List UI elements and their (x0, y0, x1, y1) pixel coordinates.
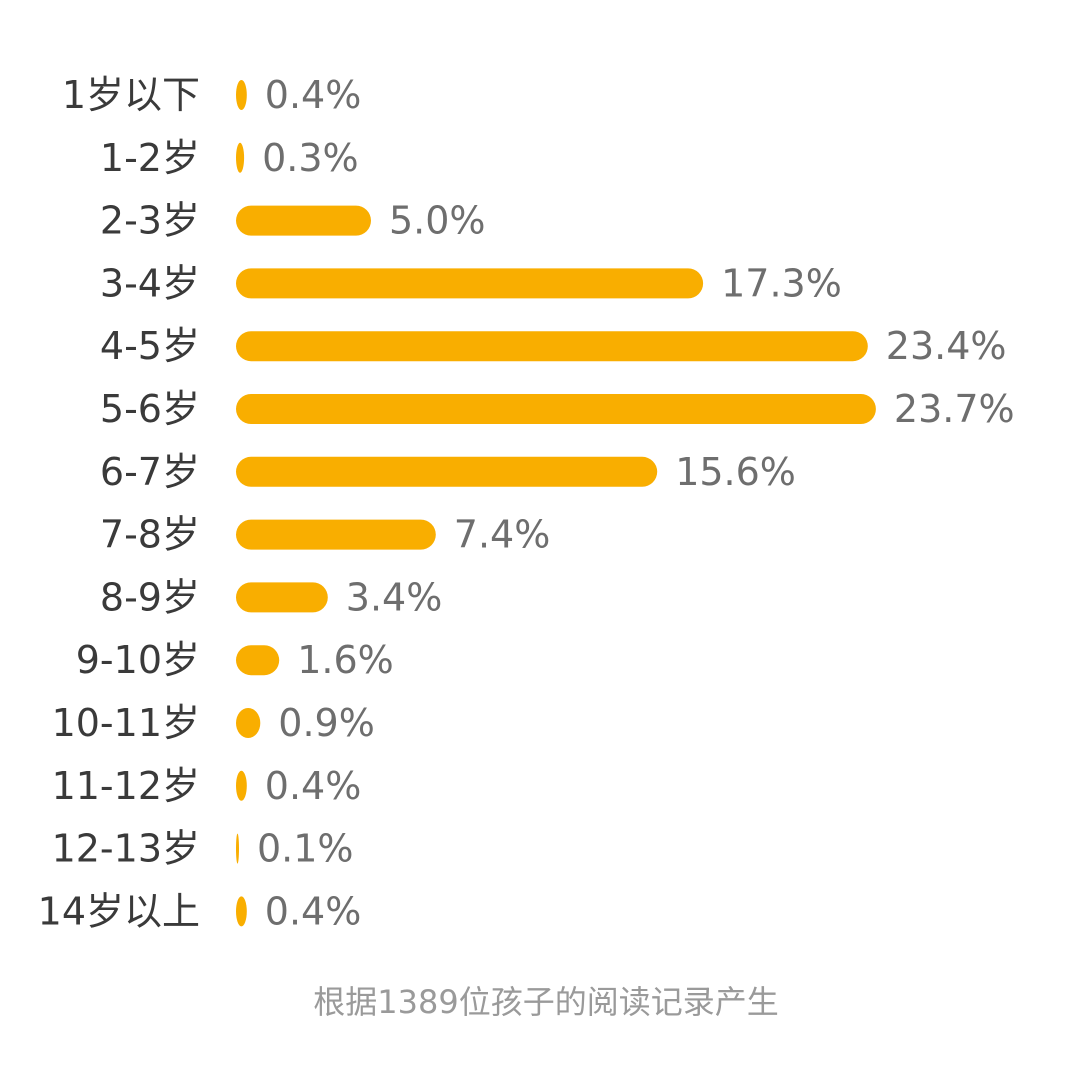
category-label-2: 2-3岁 (100, 199, 200, 243)
value-label-10: 0.9% (278, 701, 375, 745)
bar-6 (236, 456, 658, 487)
category-label-13: 14岁以上 (38, 889, 200, 933)
value-label-2: 5.0% (389, 199, 486, 243)
category-label-9: 9-10岁 (76, 638, 200, 682)
category-label-11: 11-12岁 (52, 764, 200, 808)
bar-4 (236, 331, 868, 362)
value-label-4: 23.4% (886, 324, 1007, 368)
bar-12 (236, 833, 239, 864)
value-label-7: 7.4% (454, 513, 551, 557)
category-label-3: 3-4岁 (100, 261, 200, 305)
bar-2 (236, 205, 371, 236)
category-label-4: 4-5岁 (100, 324, 200, 368)
category-label-1: 1-2岁 (100, 136, 200, 180)
bar-9 (236, 645, 280, 676)
value-label-12: 0.1% (257, 827, 354, 871)
category-label-12: 12-13岁 (52, 827, 200, 871)
chart-footnote: 根据1389位孩子的阅读记录产生 (313, 983, 779, 1021)
category-label-6: 6-7岁 (100, 450, 200, 494)
value-label-11: 0.4% (265, 764, 362, 808)
value-label-0: 0.4% (265, 73, 362, 117)
bar-3 (236, 268, 704, 299)
bar-5 (236, 394, 876, 424)
category-label-8: 8-9岁 (100, 575, 200, 619)
bar-0 (236, 80, 247, 110)
value-label-6: 15.6% (675, 450, 796, 494)
value-label-5: 23.7% (894, 387, 1015, 431)
bar-11 (236, 770, 247, 801)
bar-13 (236, 896, 247, 927)
category-label-7: 7-8岁 (100, 513, 200, 557)
bar-10 (236, 708, 261, 738)
category-label-0: 1岁以下 (62, 73, 200, 117)
value-label-9: 1.6% (297, 638, 394, 682)
value-label-1: 0.3% (262, 136, 359, 180)
category-label-10: 10-11岁 (52, 701, 200, 745)
value-label-3: 17.3% (721, 261, 842, 305)
bar-7 (236, 519, 436, 550)
value-label-13: 0.4% (265, 889, 362, 933)
bar-chart: 1岁以下 0.4% 1-2岁 0.3% 2-3岁 5.0% 3-4岁 17.3% 4-5岁 23.… (38, 73, 1015, 933)
value-label-8: 3.4% (346, 575, 443, 619)
category-label-5: 5-6岁 (100, 387, 200, 431)
bar-1 (236, 142, 245, 173)
bar-8 (236, 582, 328, 613)
